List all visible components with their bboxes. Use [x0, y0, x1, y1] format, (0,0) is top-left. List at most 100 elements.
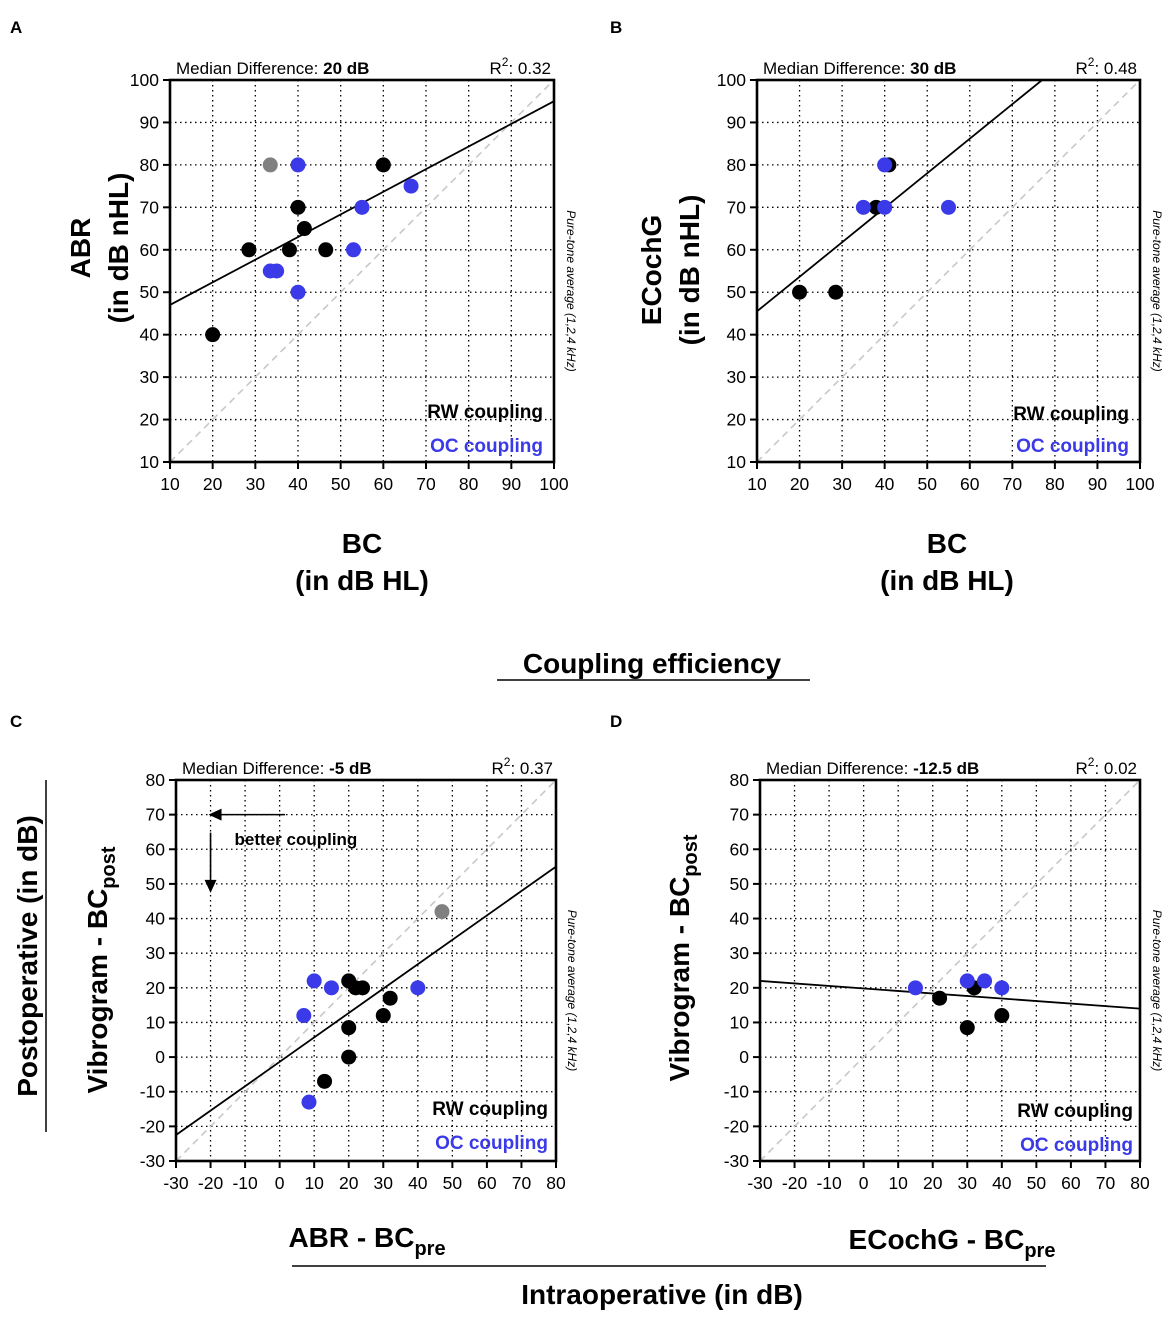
y-tick-label: 10 [140, 452, 160, 472]
x-tick-label: 10 [747, 474, 767, 494]
y-tick-label: 30 [730, 943, 750, 963]
y-tick-label: -20 [724, 1116, 750, 1136]
x-axis-label-units: (in dB HL) [880, 565, 1014, 596]
legend-rw-coupling: RW coupling [432, 1099, 548, 1120]
x-tick-label: 60 [374, 474, 394, 494]
x-tick-label: 70 [1096, 1173, 1116, 1193]
y-tick-label: 30 [727, 367, 747, 387]
panel-letter-a: A [10, 18, 22, 37]
y-tick-label: 70 [730, 805, 750, 825]
y-tick-label: 40 [140, 325, 160, 345]
x-tick-label: -30 [163, 1173, 189, 1193]
y-tick-label: 80 [146, 770, 166, 790]
x-tick-label: 10 [160, 474, 180, 494]
x-tick-label: 0 [275, 1173, 285, 1193]
y-axis-label-units: (in dB nHL) [674, 195, 705, 346]
x-tick-label: 30 [958, 1173, 978, 1193]
legend-rw-coupling: RW coupling [1013, 404, 1129, 425]
data-point-oc [301, 1094, 317, 1110]
r-squared-label: R2: 0.37 [491, 755, 553, 778]
data-point-oc [941, 199, 956, 215]
r-squared-label: R2: 0.02 [1075, 755, 1137, 778]
x-tick-label: 10 [888, 1173, 908, 1193]
data-point-rw [382, 990, 398, 1006]
x-tick-label: 50 [917, 474, 937, 494]
data-point-other [434, 904, 450, 920]
y-tick-label: 20 [146, 978, 166, 998]
y-tick-label: 10 [727, 452, 747, 472]
x-tick-label: 20 [339, 1173, 359, 1193]
data-point-oc [323, 980, 339, 996]
data-point-rw [828, 284, 844, 300]
x-axis-label: ABR - BCpre [288, 1222, 445, 1260]
y-tick-label: 90 [727, 112, 747, 132]
x-tick-label: 80 [546, 1173, 566, 1193]
y-tick-label: 40 [146, 909, 166, 929]
panel-letter-d: D [610, 712, 622, 731]
y-tick-label: -30 [140, 1151, 166, 1171]
data-point-other [262, 157, 278, 173]
y-axis-label-units: (in dB nHL) [103, 173, 134, 324]
y-tick-label: -30 [724, 1151, 750, 1171]
y-tick-label: 80 [140, 155, 160, 175]
x-tick-label: 30 [246, 474, 266, 494]
data-point-oc [855, 199, 871, 215]
r-squared-label: R2: 0.48 [1075, 55, 1137, 78]
x-tick-label: 60 [1061, 1173, 1081, 1193]
y-axis-label: ABR [65, 218, 96, 279]
y-tick-label: 60 [730, 839, 750, 859]
y-tick-label: 20 [727, 410, 747, 430]
x-tick-label: 100 [539, 474, 568, 494]
x-tick-label: 80 [1045, 474, 1065, 494]
x-tick-label: 100 [1125, 474, 1154, 494]
data-point-rw [318, 242, 334, 258]
x-tick-label: 50 [1027, 1173, 1047, 1193]
legend-oc-coupling: OC coupling [1016, 436, 1129, 457]
coupling-efficiency-title: Coupling efficiency [523, 648, 782, 679]
x-tick-label: 60 [960, 474, 980, 494]
side-note-pure-tone-average: Pure-tone average (1,2,4 kHz) [564, 210, 578, 371]
data-point-oc [269, 263, 285, 279]
x-tick-label: 40 [408, 1173, 428, 1193]
regression-line [757, 80, 1043, 313]
data-point-rw [341, 1020, 357, 1036]
legend-oc-coupling: OC coupling [430, 436, 543, 457]
better-coupling-annotation: better coupling [235, 830, 358, 849]
data-point-oc [296, 1008, 312, 1024]
panel-d: -30 -20 -10 0 10 20 30 40 50 60 70 80 -30 -20 -10 0 10 20… [664, 755, 1164, 1262]
x-tick-label: 30 [832, 474, 852, 494]
y-tick-label: 30 [140, 367, 160, 387]
plot-frame [168, 78, 556, 464]
data-point-oc [354, 199, 370, 215]
legend-rw-coupling: RW coupling [1017, 1101, 1133, 1122]
regression-line [176, 865, 556, 1136]
x-tick-label: 50 [443, 1173, 463, 1193]
x-tick-label: 40 [288, 474, 308, 494]
x-tick-label: 50 [331, 474, 351, 494]
data-point-rw [290, 199, 306, 215]
regression-line [760, 979, 1140, 1010]
x-tick-label: 40 [992, 1173, 1012, 1193]
x-tick-label: 10 [304, 1173, 324, 1193]
data-point-rw [355, 980, 371, 996]
data-point-rw [341, 1049, 357, 1065]
data-point-oc [410, 980, 426, 996]
x-tick-label: -10 [232, 1173, 258, 1193]
x-tick-label: 20 [203, 474, 223, 494]
arrow-down-head [204, 879, 217, 893]
y-tick-label: 50 [730, 874, 750, 894]
x-tick-label: 20 [790, 474, 810, 494]
x-axis-label: ECochG - BCpre [849, 1224, 1056, 1262]
x-tick-label: -20 [198, 1173, 224, 1193]
panel-c: -30 -20 -10 0 10 20 30 40 50 60 70 80 -30 -20 -10 0 10 20… [82, 755, 579, 1260]
x-tick-label: 60 [477, 1173, 497, 1193]
side-note-pure-tone-average: Pure-tone average (1,2,4 kHz) [1150, 910, 1164, 1071]
data-point-rw [792, 284, 808, 300]
x-tick-label: 70 [1003, 474, 1023, 494]
x-tick-label: -30 [747, 1173, 773, 1193]
arrow-left-head [208, 808, 222, 821]
panel-letter-b: B [610, 18, 622, 37]
data-point-oc [345, 242, 361, 258]
y-tick-label: 60 [727, 240, 747, 260]
